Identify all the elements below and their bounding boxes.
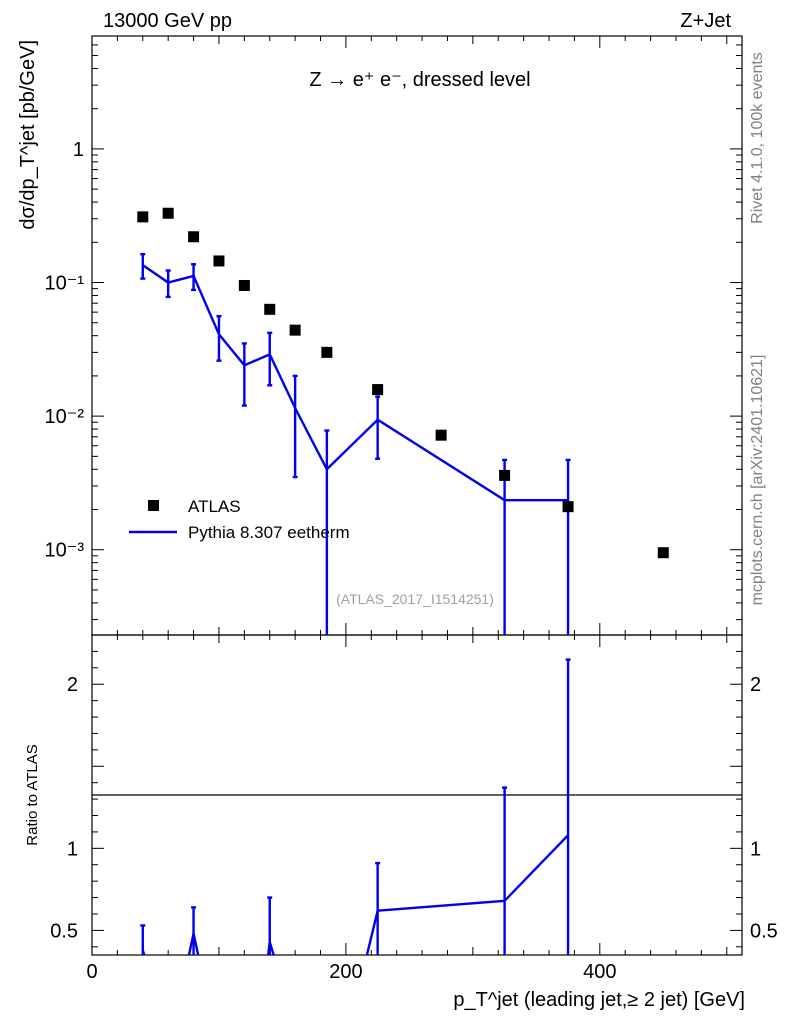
main-panel-data (137, 207, 669, 635)
mcplots-label: mcplots.cern.ch [arXiv:2401.10621] (749, 355, 766, 606)
ratio-y-tick-label-left: 1 (67, 838, 78, 860)
plot-title: Z → e⁺ e⁻, dressed level (309, 69, 530, 91)
axis-ticks (91, 35, 742, 955)
main-panel-frame (91, 35, 743, 636)
atlas-data-point (321, 346, 333, 358)
atlas-data-point (264, 303, 276, 315)
tick-labels: 0 200 400 10⁻³ 10⁻² 10⁻¹ 1 0.5 0.5 1 1 2 2 (45, 139, 778, 983)
ratio-y-tick-label-left: 0.5 (50, 920, 78, 942)
atlas-data-point (238, 279, 250, 291)
x-tick-label: 400 (583, 961, 616, 983)
atlas-data-point (657, 547, 669, 559)
atlas-data-point (435, 429, 447, 441)
atlas-data-point (162, 207, 174, 219)
x-tick-label: 200 (329, 961, 362, 983)
atlas-data-point (289, 324, 301, 336)
y-tick-label: 10⁻¹ (45, 273, 85, 295)
legend-label-pythia: Pythia 8.307 eetherm (188, 523, 350, 542)
atlas-data-point (562, 501, 574, 513)
atlas-data-point (188, 231, 200, 243)
x-tick-label: 0 (86, 961, 97, 983)
ratio-y-tick-label-right: 0.5 (750, 920, 778, 942)
y-tick-label: 1 (73, 139, 84, 161)
ratio-y-tick-label-right: 1 (750, 838, 761, 860)
rivet-version-label: Rivet 4.1.0, 100k events (749, 52, 766, 224)
ratio-y-tick-label-right: 2 (750, 674, 761, 696)
y-axis-label: dσ/dp_T^jet [pb/GeV] (17, 40, 39, 230)
ratio-y-tick-label-left: 2 (67, 674, 78, 696)
x-axis-label: p_T^jet (leading jet,≥ 2 jet) [GeV] (453, 989, 745, 1011)
ratio-panel-data (140, 658, 571, 955)
legend-marker-atlas (148, 500, 159, 511)
energy-label: 13000 GeV pp (103, 10, 232, 32)
analysis-label: (ATLAS_2017_I1514251) (336, 591, 494, 607)
process-label: Z+Jet (680, 10, 731, 32)
atlas-data-point (372, 384, 384, 396)
y-tick-label: 10⁻³ (45, 540, 85, 562)
ratio-y-axis-label: Ratio to ATLAS (24, 744, 41, 845)
ratio-line (141, 834, 569, 955)
mc-line (142, 264, 569, 502)
atlas-data-point (499, 469, 511, 481)
legend-label-atlas: ATLAS (188, 497, 241, 516)
y-tick-label: 10⁻² (45, 406, 85, 428)
legend: ATLAS Pythia 8.307 eetherm (129, 497, 350, 542)
atlas-data-point (137, 211, 149, 223)
atlas-data-point (213, 255, 225, 267)
